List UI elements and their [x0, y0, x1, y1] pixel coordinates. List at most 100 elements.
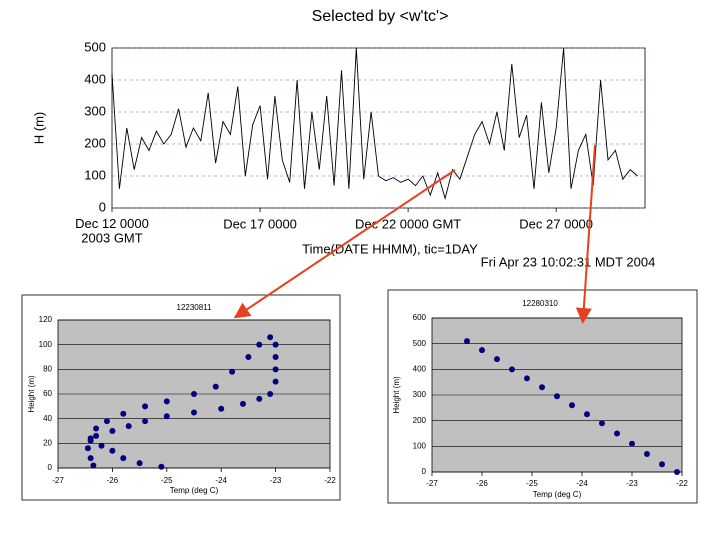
x-tick-label: -26 [107, 476, 119, 485]
y-tick-label: 0 [48, 463, 53, 472]
arrow [233, 169, 456, 319]
arrow [575, 144, 596, 324]
scatter-point [584, 411, 590, 418]
scatter-point [93, 425, 100, 432]
scatter-point [267, 334, 274, 341]
scatter-point [614, 430, 620, 437]
y-tick-label: 300 [84, 103, 106, 118]
scatter-point [569, 402, 575, 409]
x-tick-label: -22 [676, 479, 688, 488]
x-tick-label: -26 [476, 479, 488, 488]
y-tick-label: 0 [99, 199, 106, 214]
x-tick-label: -25 [526, 479, 538, 488]
scatter-point [158, 463, 165, 470]
chart-title: Selected by <w'tc'> [312, 8, 449, 25]
scatter-point [599, 420, 605, 427]
y-tick-label: 500 [84, 39, 106, 54]
x-tick-label: Dec 12 0000 2003 GMT [75, 216, 149, 245]
scatter-point [218, 405, 225, 412]
y-tick-label: 400 [84, 71, 106, 86]
y-tick-label: 400 [413, 364, 427, 373]
scatter-point [554, 393, 560, 400]
scatter-point [90, 462, 97, 469]
scatter-point [245, 354, 252, 360]
x-tick-label: -24 [576, 479, 588, 488]
scatter-point [212, 383, 219, 390]
x-tick-label: Dec 22 0000 GMT [355, 216, 461, 231]
scatter-point [494, 356, 500, 363]
y-tick-label: 100 [413, 441, 427, 450]
scatter-point [98, 442, 105, 449]
scatter-point [87, 455, 94, 462]
chart-title: 12230811 [177, 303, 213, 312]
scatter-point [524, 375, 530, 382]
scatter-point [272, 378, 279, 385]
scatter-point [272, 341, 279, 348]
x-axis-label: Temp (deg C) [533, 490, 582, 499]
scatter-point [191, 409, 197, 416]
scatter-point [163, 398, 170, 405]
scatter-point [267, 391, 274, 397]
chart-layer: Selected by <w'tc'> Time(DATE HHMM), tic=… [27, 8, 688, 499]
scatter-point [272, 354, 279, 360]
scatter-point [539, 384, 545, 391]
y-tick-label: 60 [43, 389, 52, 398]
scatter-point [256, 341, 263, 348]
scatter-point [629, 440, 635, 447]
x-tick-label: -25 [161, 476, 173, 485]
scatter-point [239, 400, 246, 407]
x-axis-label: Time(DATE HHMM), tic=1DAY [302, 241, 478, 256]
scatter-point [509, 366, 515, 373]
scatter-point [142, 418, 149, 425]
y-tick-label: 600 [413, 313, 427, 322]
y-tick-label: 120 [39, 315, 53, 324]
scatter-point [659, 461, 665, 468]
x-tick-label: Dec 27 0000 [519, 216, 593, 231]
y-tick-label: 40 [43, 414, 52, 423]
x-tick-label: -27 [426, 479, 438, 488]
scatter-point [93, 432, 100, 439]
x-tick-label: -23 [270, 476, 282, 485]
y-tick-label: 20 [43, 438, 52, 447]
x-axis-label: Temp (deg C) [170, 486, 219, 495]
scatter-point [142, 403, 149, 410]
y-tick-label: 80 [43, 364, 52, 373]
scatter-point [464, 338, 470, 345]
y-tick-label: 100 [84, 167, 106, 182]
scatter-point [109, 428, 116, 434]
scatter-point [479, 347, 485, 354]
scatter-point [109, 447, 116, 454]
y-axis-label: Height (m) [392, 376, 401, 414]
y-axis-label: Height (m) [27, 375, 36, 413]
x-tick-label: -22 [324, 476, 336, 485]
y-tick-label: 200 [84, 135, 106, 150]
y-tick-label: 500 [413, 339, 427, 348]
x-tick-label: -23 [626, 479, 638, 488]
scatter-point [229, 368, 236, 375]
y-tick-label: 200 [413, 416, 427, 425]
scatter-point [272, 366, 279, 373]
chart-title: 12280310 [522, 299, 558, 308]
scatter-point [84, 445, 91, 452]
scatter-point [120, 455, 127, 462]
scatter-point [163, 413, 170, 420]
scatter-point [120, 410, 127, 417]
annotation: Fri Apr 23 10:02:31 MDT 2004 [481, 254, 656, 269]
y-tick-label: 300 [413, 390, 427, 399]
scatter-point [191, 391, 197, 397]
x-tick-label: -24 [215, 476, 227, 485]
y-tick-label: 0 [422, 467, 427, 476]
scatter-point [674, 469, 680, 475]
x-tick-label: Dec 17 0000 [223, 216, 297, 231]
y-tick-label: 100 [39, 340, 53, 349]
data-line [111, 47, 638, 201]
scatter-point [103, 418, 110, 425]
x-tick-label: -27 [52, 476, 64, 485]
scatter-point [136, 460, 143, 467]
scatter-point [644, 451, 650, 458]
scatter-point [256, 395, 263, 402]
scatter-point [125, 423, 132, 430]
y-axis-label: H (m) [31, 112, 46, 145]
